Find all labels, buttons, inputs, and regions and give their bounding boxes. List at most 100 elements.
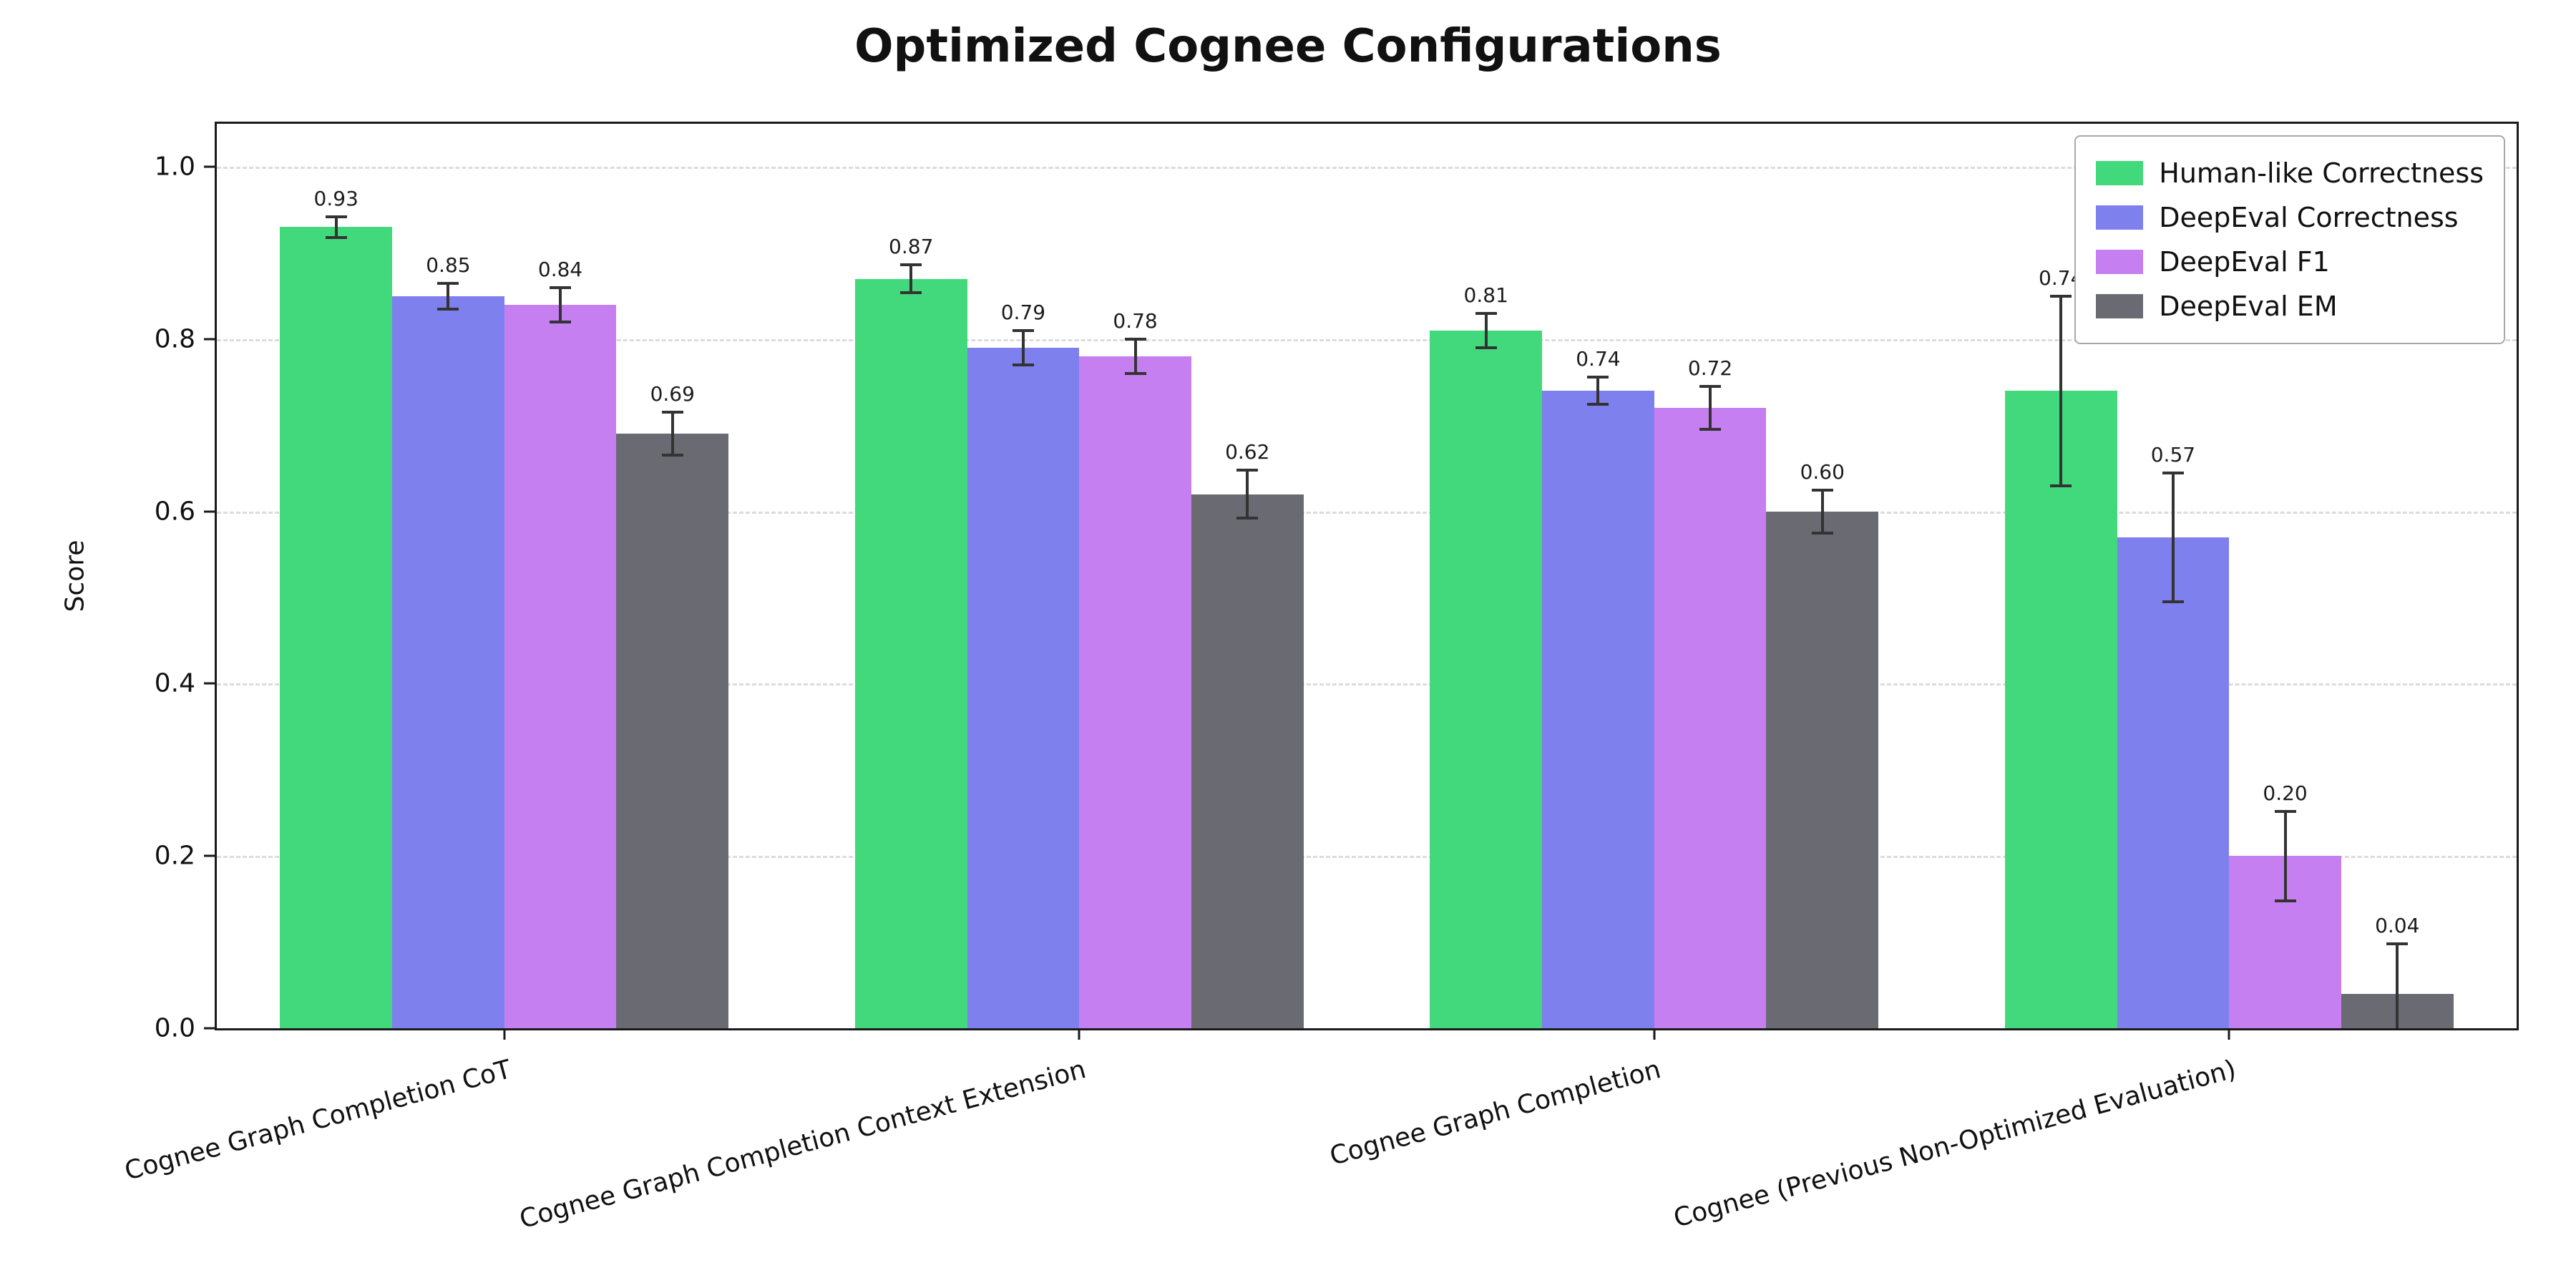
x-tick-label: Cognee (Previous Non-Optimized Evaluatio… — [1670, 1055, 2239, 1234]
error-bar — [1133, 338, 1137, 374]
error-bar-cap — [1124, 372, 1146, 376]
error-bar-cap — [2162, 471, 2184, 474]
bar-value-label: 0.81 — [1463, 283, 1508, 307]
bar-value-label: 0.93 — [313, 187, 358, 210]
y-tick-label: 0.6 — [154, 497, 195, 527]
x-tick-labels: Cognee Graph Completion CoT Cognee Graph … — [122, 1045, 2519, 1281]
y-tick-label: 0.4 — [154, 668, 195, 698]
legend-label: DeepEval EM — [2159, 291, 2338, 322]
error-bar — [1246, 469, 1249, 519]
legend-swatch — [2096, 250, 2144, 274]
gridline — [217, 511, 2517, 514]
bar — [504, 304, 617, 1028]
error-bar-cap — [437, 281, 459, 285]
bar-value-label: 0.74 — [1576, 346, 1621, 371]
gridline — [217, 856, 2517, 859]
legend-swatch — [2096, 161, 2144, 185]
bar — [967, 347, 1080, 1028]
error-bar-cap — [661, 454, 683, 457]
error-bar-cap — [661, 411, 683, 414]
bar-value-label: 0.57 — [2150, 442, 2196, 467]
error-bar — [1820, 489, 1824, 533]
legend-swatch — [2096, 205, 2144, 230]
error-bar — [1596, 376, 1600, 405]
bar — [616, 434, 729, 1028]
gridline — [217, 338, 2517, 341]
legend-row: DeepEval EM — [2096, 284, 2484, 328]
bar-value-label: 0.20 — [2263, 781, 2308, 805]
bar — [2004, 391, 2117, 1028]
error-bar — [1709, 386, 1712, 430]
error-bar-cap — [2162, 600, 2184, 604]
bar — [1766, 511, 1879, 1028]
error-bar-cap — [1699, 385, 1722, 389]
error-bar — [2396, 944, 2399, 1028]
error-bar-cap — [1012, 364, 1034, 367]
y-tick-label: 0.0 — [154, 1013, 195, 1043]
y-axis-label: Score — [60, 540, 90, 613]
gridline — [217, 683, 2517, 686]
legend-label: Human-like Correctness — [2159, 157, 2484, 189]
x-tick-mark — [503, 1028, 506, 1040]
error-bar-cap — [1124, 337, 1146, 341]
error-bar-cap — [1012, 328, 1034, 332]
error-bar-cap — [550, 286, 572, 289]
x-tick-mark — [2228, 1028, 2230, 1040]
y-tick-mark — [204, 510, 217, 513]
error-bar-cap — [325, 215, 347, 218]
error-bar — [1484, 313, 1488, 348]
gridline — [217, 167, 2517, 170]
y-tick-label: 0.2 — [154, 841, 195, 871]
legend-label: DeepEval Correctness — [2159, 202, 2459, 233]
error-bar-cap — [2274, 899, 2296, 902]
error-bar — [2059, 296, 2063, 486]
error-bar-cap — [1587, 375, 1609, 379]
bar-value-label: 0.04 — [2375, 914, 2420, 938]
legend-row: DeepEval F1 — [2096, 240, 2484, 284]
error-bar-cap — [1236, 468, 1259, 472]
error-bar-cap — [550, 320, 572, 323]
bar — [854, 278, 967, 1028]
x-tick-label: Cognee Graph Completion — [1327, 1055, 1664, 1171]
error-bar-cap — [325, 235, 347, 239]
bar — [1430, 330, 1543, 1028]
bar-value-label: 0.69 — [650, 382, 695, 406]
bar — [392, 296, 504, 1028]
chart-title: Optimized Cognee Configurations — [854, 20, 1722, 73]
error-bar-cap — [1587, 403, 1609, 406]
error-bar-cap — [900, 263, 922, 267]
error-bar — [559, 287, 562, 322]
y-tick-label: 0.8 — [154, 324, 195, 354]
error-bar-cap — [2050, 484, 2072, 487]
error-bar-cap — [1236, 517, 1259, 520]
bar-value-label: 0.72 — [1687, 356, 1733, 381]
y-tick-mark — [204, 854, 217, 857]
bar — [2117, 537, 2230, 1028]
bar-value-label: 0.62 — [1225, 439, 1270, 464]
error-bar-cap — [2050, 294, 2072, 298]
error-bar — [2171, 472, 2175, 602]
error-bar-cap — [1475, 346, 1497, 349]
legend-label: DeepEval F1 — [2159, 246, 2330, 278]
error-bar-cap — [1699, 428, 1722, 431]
error-bar — [1021, 330, 1025, 366]
bar-value-label: 0.84 — [537, 257, 583, 281]
x-tick-mark — [1653, 1028, 1656, 1040]
error-bar — [2283, 811, 2287, 901]
bar — [1654, 408, 1767, 1028]
error-bar — [447, 283, 450, 309]
bar-value-label: 0.78 — [1113, 308, 1158, 333]
bar-value-label: 0.79 — [1000, 300, 1046, 324]
error-bar — [909, 265, 913, 293]
x-tick-mark — [1078, 1028, 1080, 1040]
error-bar-cap — [2274, 809, 2296, 813]
legend-row: Human-like Correctness — [2096, 151, 2484, 195]
bar-value-label: 0.85 — [426, 253, 471, 277]
y-tick-mark — [204, 1027, 217, 1030]
error-bar-cap — [1475, 311, 1497, 315]
error-bar-cap — [1811, 488, 1833, 492]
error-bar-cap — [2386, 942, 2409, 946]
error-bar — [334, 217, 338, 238]
bar — [1079, 356, 1191, 1028]
